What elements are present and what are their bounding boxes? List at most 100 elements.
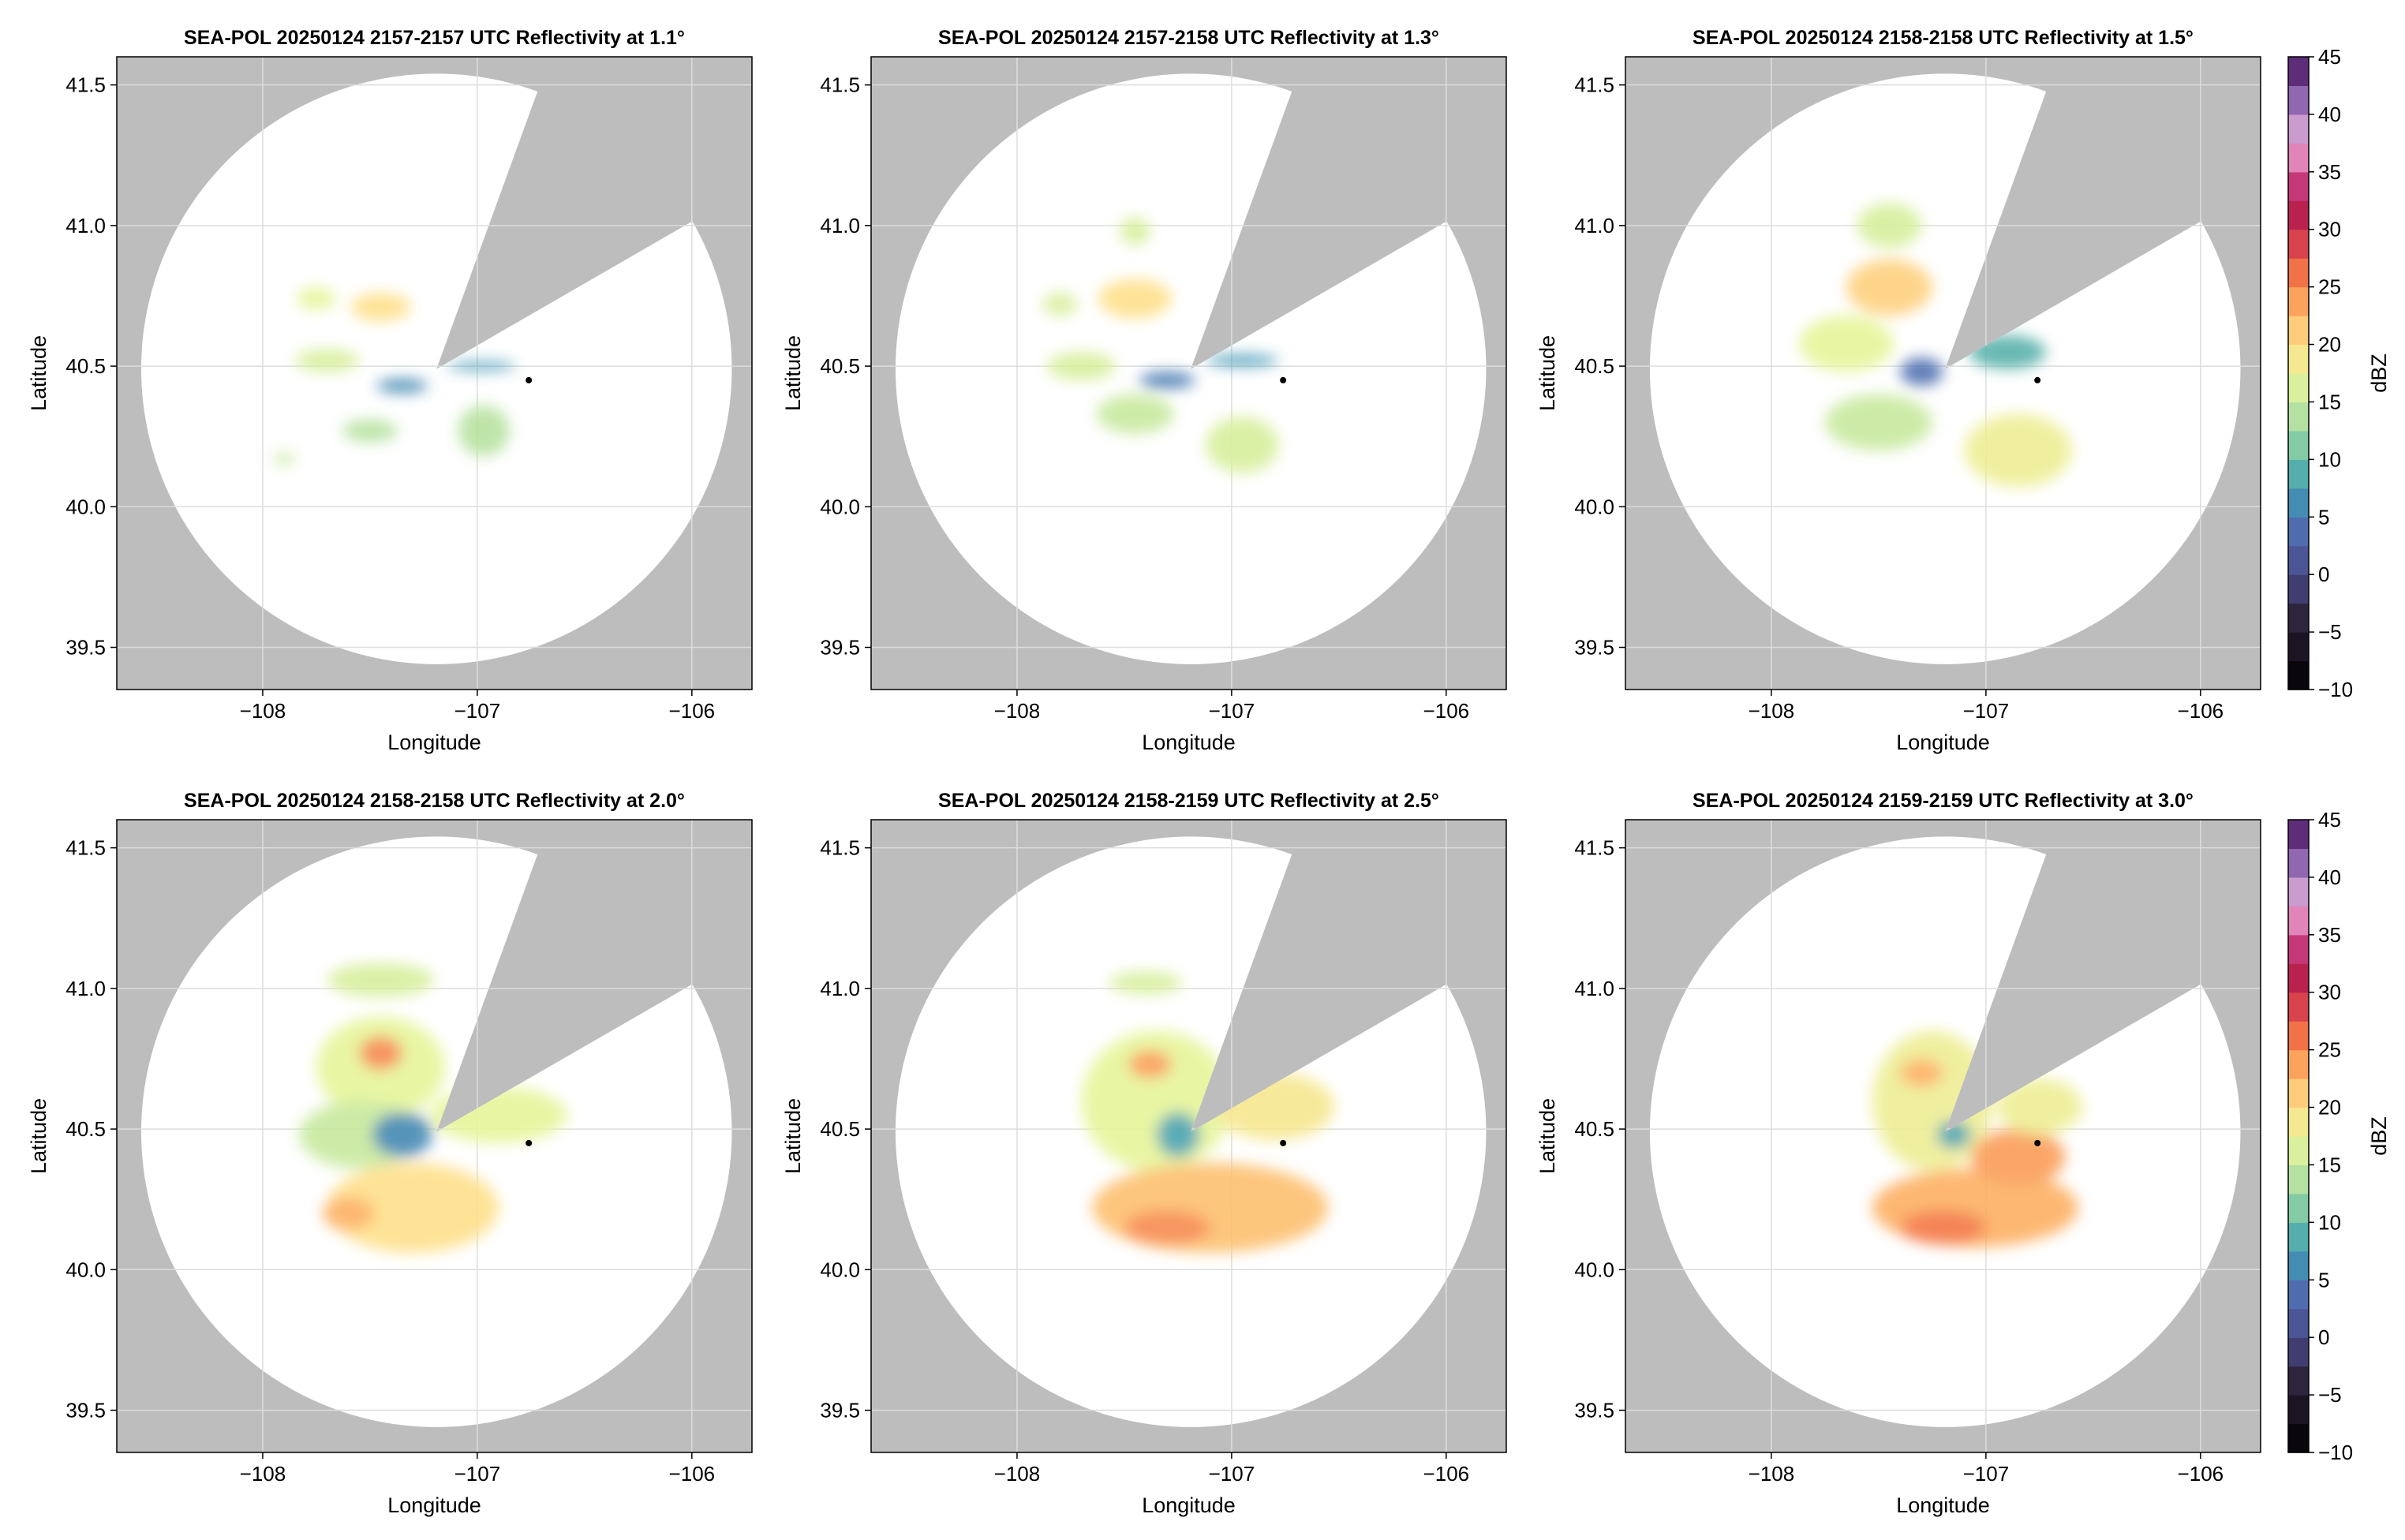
y-tick-label: 41.5 [1574, 836, 1614, 860]
panel-title: SEA-POL 20250124 2159-2159 UTC Reflectiv… [1692, 790, 2194, 812]
y-tick-label: 41.5 [65, 836, 106, 860]
colorbar-segment [2288, 1164, 2309, 1194]
colorbar-tick-label: 5 [2318, 505, 2329, 529]
colorbar-segment [2288, 1250, 2309, 1280]
y-tick-label: 40.0 [1574, 495, 1614, 518]
echo-region [1124, 1210, 1210, 1245]
x-tick-label: −108 [1749, 1462, 1795, 1486]
echo-region [1936, 1120, 1971, 1149]
colorbar-tick-label: 5 [2318, 1268, 2329, 1291]
axes-frame [1625, 819, 2261, 1453]
echo-region [1128, 1050, 1172, 1078]
colorbar-segment [2288, 1136, 2309, 1166]
y-tick-label: 40.0 [65, 495, 106, 518]
y-tick-label: 40.0 [820, 1258, 860, 1281]
colorbar-segment [2288, 574, 2309, 604]
y-axis-label: Latitude [1535, 335, 1559, 411]
colorbar-segment [2288, 545, 2309, 575]
colorbar-tick-label: 35 [2318, 160, 2341, 184]
x-tick-label: −106 [1423, 1462, 1470, 1486]
colorbar-segment [2288, 632, 2309, 662]
colorbar-tick-label: 25 [2318, 275, 2341, 299]
colorbar-segment [2288, 171, 2309, 201]
radar-coverage-area [1649, 73, 2241, 664]
colorbar-tick-label: 15 [2318, 390, 2341, 413]
echo-region [1042, 293, 1078, 316]
reflectivity-echoes [1042, 217, 1279, 473]
colorbar-segment [2288, 1049, 2309, 1079]
echo-region [376, 379, 428, 393]
colorbar-2: −10 −5 0 5 10 15 20 25 30 35 40 45 dBZ [2287, 808, 2391, 1464]
colorbar-segment [2288, 316, 2309, 346]
x-tick-label: −108 [1749, 699, 1795, 723]
x-tick-label: −106 [669, 699, 716, 723]
colorbar-tick-label: −5 [2318, 1383, 2342, 1407]
y-tick-label: 40.0 [1574, 1258, 1614, 1281]
radar-panel-5: SEA-POL 20250124 2158-2159 UTC Reflectiv… [781, 790, 1507, 1517]
y-tick-label: 41.0 [1574, 214, 1614, 237]
grid-lines [1625, 57, 2261, 690]
site-marker [526, 1139, 533, 1146]
grid-lines [117, 820, 752, 1452]
x-tick-label: −108 [994, 1462, 1041, 1486]
colorbar-segment [2288, 1021, 2309, 1051]
colorbar-segment [2288, 57, 2309, 87]
site-marker [1280, 1139, 1287, 1146]
echo-region [294, 349, 360, 372]
x-axis-label: Longitude [1896, 731, 1990, 754]
y-axis-label: Latitude [27, 1098, 50, 1174]
colorbar-1: −10 −5 0 5 10 15 20 25 30 35 40 45 dBZ [2287, 45, 2391, 701]
echo-region [273, 453, 295, 465]
colorbars-layer: −10 −5 0 5 10 15 20 25 30 35 40 45 dBZ −10 −5 0 5 10 15 20 2… [2287, 45, 2391, 1464]
radar-panel-2: SEA-POL 20250124 2157-2158 UTC Reflectiv… [781, 27, 1507, 754]
echo-region [1900, 1210, 1986, 1245]
radar-panel-3: SEA-POL 20250124 2158-2158 UTC Reflectiv… [1535, 27, 2261, 754]
colorbar-tick-label: 20 [2318, 333, 2341, 357]
x-tick-label: −108 [240, 699, 286, 723]
y-tick-label: 41.5 [1574, 73, 1614, 97]
colorbar-tick-label: 25 [2318, 1038, 2341, 1062]
echo-region [1139, 372, 1195, 389]
colorbar-tick-label: 30 [2318, 218, 2341, 241]
echo-region [1900, 357, 1943, 387]
axes-frame [870, 56, 1507, 690]
axes-frame [116, 819, 753, 1453]
colorbar-tick-label: 10 [2318, 1210, 2341, 1234]
echo-region [1120, 217, 1150, 245]
x-axis-label: Longitude [387, 731, 481, 754]
colorbar-segment [2288, 488, 2309, 518]
y-tick-label: 40.0 [65, 1258, 106, 1281]
colorbar-tick-label: 45 [2318, 45, 2341, 69]
y-tick-label: 41.5 [820, 836, 860, 860]
echo-region [350, 293, 411, 322]
colorbar-segment [2288, 934, 2309, 964]
radar-coverage-area [140, 73, 732, 664]
y-axis-label: Latitude [27, 335, 50, 411]
colorbar-segment [2288, 114, 2309, 144]
radar-panel-6: SEA-POL 20250124 2159-2159 UTC Reflectiv… [1535, 790, 2261, 1517]
echo-region [1996, 1078, 2083, 1135]
colorbar-segment [2288, 1193, 2309, 1223]
echo-region [1964, 413, 2072, 488]
x-tick-label: −108 [240, 1462, 286, 1486]
echo-region [1970, 1129, 2066, 1186]
echo-region [359, 1036, 402, 1071]
colorbar-segment [2288, 143, 2309, 173]
colorbar-segment [2288, 258, 2309, 288]
y-tick-label: 40.5 [820, 354, 860, 378]
colorbar-tick-label: 0 [2318, 1325, 2329, 1349]
panel-title: SEA-POL 20250124 2158-2159 UTC Reflectiv… [938, 790, 1439, 812]
echo-region [1098, 278, 1172, 319]
y-tick-label: 41.5 [65, 73, 106, 97]
x-tick-label: −108 [994, 699, 1041, 723]
site-marker [1280, 376, 1287, 383]
colorbar-segment [2288, 603, 2309, 633]
colorbar-segment [2288, 1337, 2309, 1367]
colorbar-segment [2288, 1078, 2309, 1108]
colorbar-segment [2288, 660, 2309, 690]
colorbar-label: dBZ [2367, 1116, 2391, 1156]
colorbar-segment [2288, 848, 2309, 878]
y-tick-label: 41.0 [1574, 977, 1614, 1000]
colorbar-segment [2288, 992, 2309, 1022]
